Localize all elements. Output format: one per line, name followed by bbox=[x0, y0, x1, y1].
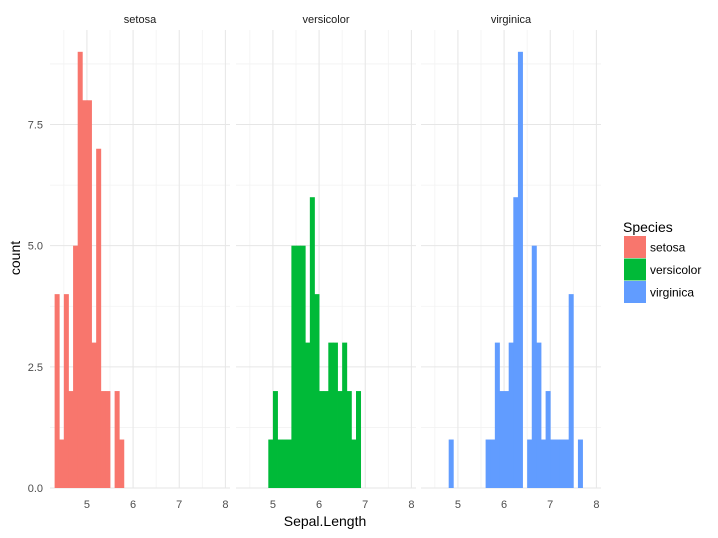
legend-item-setosa: setosa bbox=[624, 236, 686, 258]
histogram-bar bbox=[114, 391, 120, 488]
x-tick-label: 7 bbox=[176, 499, 182, 511]
histogram-bar bbox=[517, 51, 523, 489]
legend-key bbox=[624, 281, 646, 303]
histogram-bar bbox=[77, 51, 83, 489]
histogram-bar bbox=[100, 391, 106, 488]
histogram-bar bbox=[54, 294, 60, 488]
histogram-bar bbox=[356, 391, 362, 488]
legend-key bbox=[624, 236, 646, 258]
facet-panel-versicolor: versicolor 5 6 7 8 bbox=[236, 14, 416, 511]
x-tick-label: 8 bbox=[593, 499, 599, 511]
legend-label: setosa bbox=[650, 241, 686, 255]
histogram-bar bbox=[63, 294, 69, 488]
legend-item-virginica: virginica bbox=[624, 281, 694, 303]
facet-panel-virginica: virginica 5 6 7 8 bbox=[421, 14, 601, 511]
histogram-bar bbox=[73, 245, 79, 488]
histogram-bar bbox=[300, 245, 306, 488]
y-tick-label: 5.0 bbox=[28, 241, 43, 253]
y-axis-label: count bbox=[7, 241, 23, 275]
legend: Species setosa versicolor virginica bbox=[623, 219, 701, 303]
legend-title: Species bbox=[623, 219, 673, 235]
histogram-bar bbox=[86, 100, 92, 488]
histogram-bar bbox=[448, 439, 454, 488]
histogram-bar bbox=[490, 439, 496, 488]
histogram-bar bbox=[346, 391, 352, 488]
histogram-bar bbox=[513, 197, 519, 488]
histogram-bar bbox=[105, 391, 111, 488]
histogram-bar bbox=[319, 391, 325, 488]
histogram-bar bbox=[82, 100, 88, 488]
histogram-bar bbox=[550, 439, 556, 488]
legend-key bbox=[624, 258, 646, 281]
legend-items: setosa versicolor virginica bbox=[624, 236, 701, 303]
x-axis-label: Sepal.Length bbox=[284, 513, 367, 529]
facet-panels: setosa 5 6 7 8 versicolor 5 6 7 8 virginica 5 6 7 8 0.0… bbox=[28, 14, 601, 511]
histogram-bar bbox=[282, 439, 288, 488]
histogram-bar bbox=[59, 439, 65, 488]
histogram-bar bbox=[351, 439, 357, 488]
x-tick-label: 6 bbox=[130, 499, 136, 511]
facet-strip-label: setosa bbox=[124, 14, 157, 26]
x-tick-label: 5 bbox=[84, 499, 90, 511]
facet-panel-setosa: setosa 5 6 7 8 bbox=[50, 14, 230, 511]
histogram-bar bbox=[342, 342, 348, 488]
histogram-bar bbox=[68, 391, 74, 488]
histogram-bar bbox=[554, 439, 560, 488]
histogram-bar bbox=[286, 439, 292, 488]
histogram-bar bbox=[568, 294, 574, 488]
histogram-bar bbox=[96, 148, 102, 489]
histogram-bar bbox=[296, 245, 302, 488]
histogram-bar bbox=[272, 391, 278, 488]
histogram-bar bbox=[564, 439, 570, 488]
x-tick-label: 5 bbox=[270, 499, 276, 511]
histogram-bar bbox=[531, 245, 537, 488]
histogram-bar bbox=[545, 391, 551, 488]
legend-label: virginica bbox=[650, 286, 694, 300]
histogram-bar bbox=[277, 439, 283, 488]
histogram-bar bbox=[508, 342, 514, 488]
histogram-bar bbox=[305, 342, 311, 488]
histogram-bar bbox=[494, 342, 500, 488]
y-tick-label: 0.0 bbox=[28, 483, 43, 495]
legend-label: versicolor bbox=[650, 263, 701, 277]
y-tick-label: 2.5 bbox=[28, 362, 43, 374]
histogram-bar bbox=[91, 342, 97, 488]
histogram-bar bbox=[323, 391, 329, 488]
histogram-bar bbox=[527, 439, 533, 488]
x-tick-label: 6 bbox=[501, 499, 507, 511]
x-tick-label: 8 bbox=[408, 499, 414, 511]
x-tick-label: 7 bbox=[362, 499, 368, 511]
x-tick-label: 8 bbox=[222, 499, 228, 511]
histogram-bar bbox=[337, 391, 343, 488]
histogram-bar bbox=[332, 342, 338, 488]
histogram-bar bbox=[541, 439, 547, 488]
histogram-bar bbox=[328, 342, 334, 488]
histogram-bar bbox=[499, 391, 505, 488]
x-tick-label: 7 bbox=[547, 499, 553, 511]
x-tick-label: 5 bbox=[455, 499, 461, 511]
histogram-bar bbox=[559, 439, 565, 488]
legend-item-versicolor: versicolor bbox=[624, 258, 701, 281]
histogram-bar bbox=[485, 439, 491, 488]
histogram-bar bbox=[536, 342, 542, 488]
histogram-bar bbox=[314, 294, 320, 488]
histogram-bar bbox=[119, 439, 125, 488]
facet-strip-label: versicolor bbox=[302, 14, 349, 26]
histogram-bar bbox=[577, 439, 583, 488]
facet-strip-label: virginica bbox=[491, 14, 532, 26]
x-tick-label: 6 bbox=[316, 499, 322, 511]
histogram-bar bbox=[309, 197, 315, 488]
y-tick-label: 7.5 bbox=[28, 120, 43, 132]
histogram-bar bbox=[504, 391, 510, 488]
histogram-bar bbox=[268, 439, 274, 488]
histogram-bar bbox=[291, 245, 297, 488]
